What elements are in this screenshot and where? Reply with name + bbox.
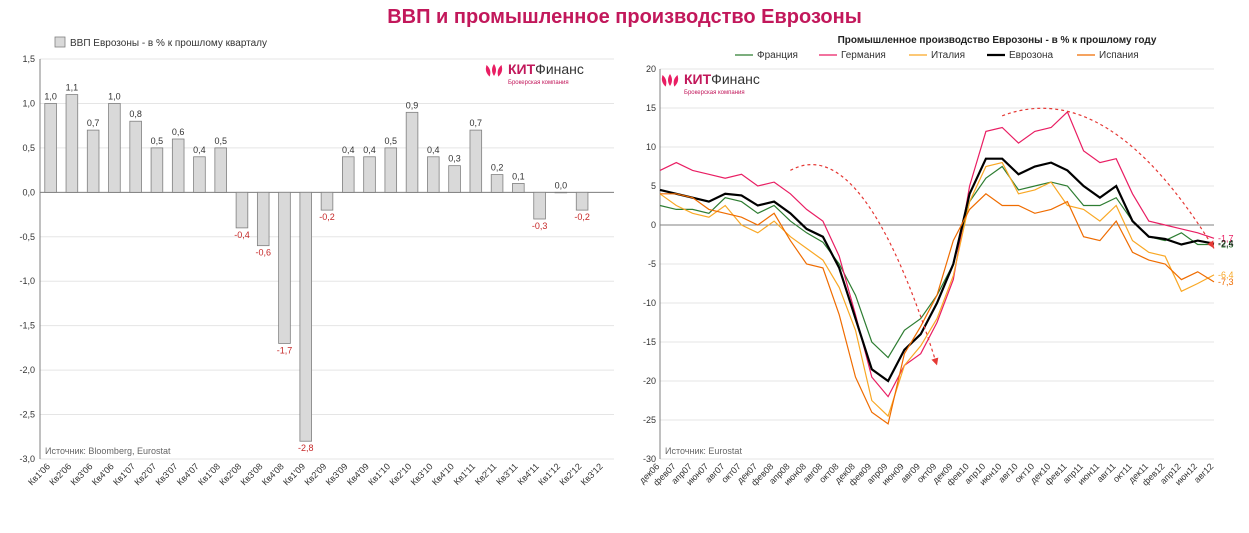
bar-value-label: -0,3 [532, 221, 548, 231]
bar-source: Источник: Bloomberg, Eurostat [45, 446, 171, 456]
series-end-label: -2,4 [1218, 239, 1234, 249]
line-chart-title: Промышленное производство Еврозоны - в %… [837, 35, 1156, 46]
bar [555, 192, 567, 193]
bar [364, 157, 376, 193]
ytick-label: 1,5 [22, 54, 35, 64]
bar-value-label: 1,1 [66, 83, 79, 93]
ytick-label: -20 [642, 376, 655, 386]
bar-value-label: 0,4 [427, 145, 440, 155]
bar-value-label: 0,2 [491, 163, 504, 173]
bar [300, 192, 312, 441]
line-legend-label: Италия [931, 50, 965, 61]
bar [172, 139, 184, 192]
bar [491, 175, 503, 193]
bar [45, 103, 57, 192]
bar [130, 121, 142, 192]
bar-legend-label: ВВП Еврозоны - в % к прошлому кварталу [70, 38, 267, 49]
bar-value-label: 0,6 [172, 127, 185, 137]
bar [279, 192, 291, 343]
page-title: ВВП и промышленное производство Еврозоны [0, 0, 1249, 29]
line-legend-label: Испания [1099, 50, 1139, 61]
svg-text:Брокерская компания: Брокерская компания [508, 80, 569, 86]
bar-value-label: 0,7 [470, 118, 483, 128]
line-legend-label: Еврозона [1009, 50, 1054, 61]
svg-text:КИТФинанс: КИТФинанс [508, 61, 584, 77]
bar [87, 130, 99, 192]
ytick-label: 5 [650, 181, 655, 191]
ytick-label: 10 [645, 142, 655, 152]
bar-value-label: 0,3 [448, 154, 461, 164]
bar-value-label: 0,7 [87, 118, 100, 128]
bar [321, 192, 333, 210]
bar [385, 148, 397, 192]
bar [427, 157, 439, 193]
bar [151, 148, 163, 192]
ytick-label: 0,0 [22, 187, 35, 197]
bar [576, 192, 588, 210]
bar [512, 183, 524, 192]
ytick-label: -5 [647, 259, 655, 269]
bar-value-label: 0,4 [193, 145, 206, 155]
bar-value-label: 0,1 [512, 171, 525, 181]
ytick-label: 20 [645, 64, 655, 74]
ytick-label: 0,5 [22, 143, 35, 153]
bar [257, 192, 269, 245]
bar-value-label: -0,4 [234, 230, 250, 240]
svg-text:Брокерская компания: Брокерская компания [684, 90, 745, 96]
bar [470, 130, 482, 192]
bar [66, 95, 78, 193]
bar-value-label: 0,5 [214, 136, 227, 146]
bar [194, 157, 206, 193]
series-end-label: -7,3 [1218, 277, 1234, 287]
bar [215, 148, 227, 192]
ytick-label: 0 [650, 220, 655, 230]
bar-value-label: 0,9 [406, 100, 419, 110]
bar-value-label: -2,8 [298, 443, 314, 453]
ytick-label: -2,0 [19, 365, 35, 375]
bar [449, 166, 461, 193]
ytick-label: -1,5 [19, 321, 35, 331]
bar [342, 157, 354, 193]
ytick-label: 15 [645, 103, 655, 113]
bar-value-label: -0,2 [574, 212, 590, 222]
line-chart: -30-25-20-15-10-505101520дек06фев07апр07… [625, 29, 1249, 528]
ytick-label: -15 [642, 337, 655, 347]
bar-value-label: 0,4 [342, 145, 355, 155]
bar [406, 112, 418, 192]
bar [534, 192, 546, 219]
line-legend-label: Германия [841, 50, 886, 61]
bar-value-label: 1,0 [44, 91, 57, 101]
bar-chart: -3,0 -2,5 -2,0 -1,5 -1,0 -0,5 0,0 0,5 1,0 1,5 1,0 К… [0, 29, 625, 528]
bar-value-label: 0,8 [129, 109, 142, 119]
ytick-label: -3,0 [19, 454, 35, 464]
bar-value-label: -0,6 [255, 248, 271, 258]
bar [236, 192, 248, 228]
ytick-label: 1,0 [22, 98, 35, 108]
line-source: Источник: Eurostat [665, 446, 742, 456]
ytick-label: -10 [642, 298, 655, 308]
bar-value-label: 1,0 [108, 91, 121, 101]
ytick-label: -1,0 [19, 276, 35, 286]
bar [109, 103, 121, 192]
ytick-label: -2,5 [19, 410, 35, 420]
ytick-label: -0,5 [19, 232, 35, 242]
bar-value-label: 0,4 [363, 145, 376, 155]
bar-value-label: -0,2 [319, 212, 335, 222]
bar-value-label: 0,0 [555, 180, 568, 190]
charts-row: -3,0 -2,5 -2,0 -1,5 -1,0 -0,5 0,0 0,5 1,0 1,5 1,0 К… [0, 29, 1249, 528]
bar-value-label: 0,5 [151, 136, 164, 146]
line-legend-label: Франция [757, 50, 798, 61]
bar-value-label: -1,7 [277, 345, 293, 355]
svg-text:КИТФинанс: КИТФинанс [684, 71, 760, 87]
bar-value-label: 0,5 [385, 136, 398, 146]
ytick-label: -25 [642, 415, 655, 425]
